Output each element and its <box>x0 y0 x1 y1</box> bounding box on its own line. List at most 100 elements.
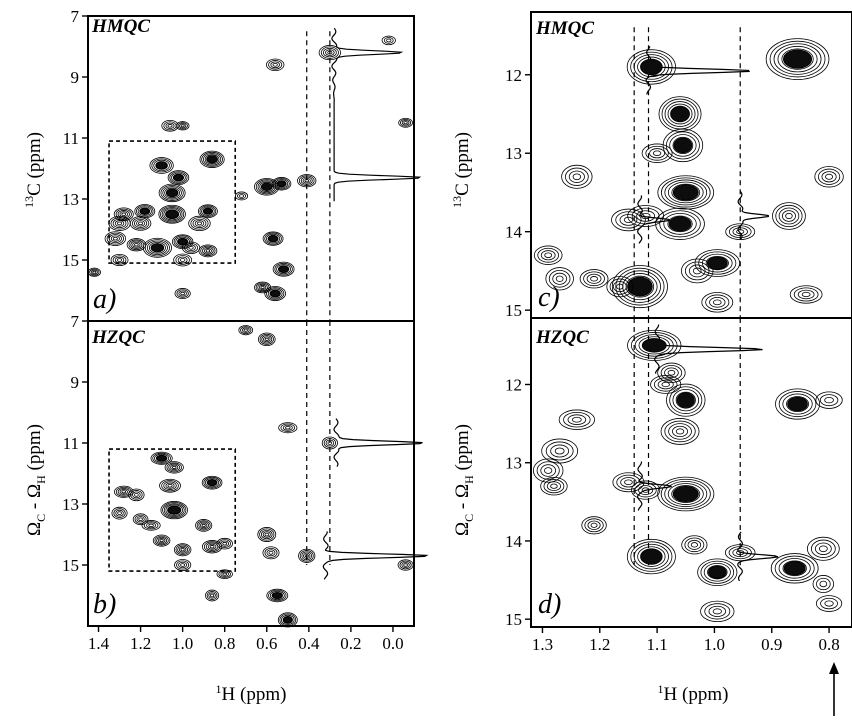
panel-b-y-axis-title-sub-h: H <box>34 475 48 484</box>
panel-d-x-tick-label: 0.8 <box>818 635 839 654</box>
panel-b-cross-peak <box>113 485 134 498</box>
panel-a-cross-peak <box>142 237 172 258</box>
panel-a-y-tick-label: 7 <box>71 7 80 26</box>
panel-a-label: a) <box>93 284 116 315</box>
panel-b-y-tick-label: 13 <box>62 495 79 514</box>
panel-b-y-tick-label: 15 <box>62 556 79 575</box>
panel-c-cross-peak <box>545 267 574 291</box>
panel-c-1d-slice-0 <box>645 46 751 95</box>
panel-b-y-axis-title-unit: (ppm) <box>24 424 45 475</box>
panel-d-y-tick-label: 14 <box>505 532 523 551</box>
panel-c-experiment-label: HMQC <box>535 18 594 39</box>
panel-c-cross-peak <box>725 223 756 241</box>
panel-c-cross-peak <box>606 275 634 298</box>
panel-c-y-axis-title: 13C (ppm) <box>450 132 473 208</box>
panel-a-y-axis: 7 9 11 13 15 <box>62 7 88 270</box>
panel-a-cross-peak <box>174 288 191 300</box>
panel-b-x-axis-title-superscript: 1 <box>216 682 222 696</box>
panel-d-x-tick-label: 1.2 <box>589 635 610 654</box>
panel-b-y-tick-label: 11 <box>63 434 79 453</box>
panel-a-cross-peak <box>167 170 190 185</box>
panel-b-experiment-label: HZQC <box>91 327 145 348</box>
panel-d-x-tick-label: 1.1 <box>646 635 667 654</box>
panel-d-1d-slice-2 <box>737 531 779 582</box>
panel-d-label: d) <box>538 589 561 620</box>
panel-a-cross-peak <box>149 157 174 174</box>
panel-d-cross-peak <box>775 388 821 420</box>
panel-a-zoom-region-box <box>108 140 237 264</box>
panel-c-plot-area <box>533 27 844 318</box>
panel-b-cross-peak <box>160 501 188 520</box>
panel-c-cross-peak <box>611 265 668 309</box>
panel-d-cross-peak <box>815 595 843 612</box>
panel-c-cross-peak <box>681 258 714 284</box>
panel-b-frame <box>87 320 415 627</box>
panel-a-cross-peak <box>265 58 285 72</box>
panel-b-zoom-region-box <box>108 448 237 572</box>
panel-c-cross-peak <box>627 205 665 227</box>
panel-a-cross-peak <box>199 150 225 168</box>
panel-b-x-axis-title: 1H (ppm) <box>216 682 287 705</box>
panel-c-cross-peak <box>533 245 563 265</box>
panel-b-cross-peak <box>257 527 277 542</box>
panel-c-cross-peak <box>814 166 844 188</box>
panel-d-y-axis-title-sub-h: H <box>462 475 476 484</box>
panel-d-cross-peak <box>650 375 682 394</box>
panel-b-y-axis-title: ΩC - ΩH (ppm) <box>24 424 48 536</box>
panel-b-y-tick-label: 7 <box>71 312 80 331</box>
panel-b-cross-peak <box>173 543 192 557</box>
panel-a-cross-peak <box>161 119 179 132</box>
panel-d-cross-peak <box>657 362 686 383</box>
panel-d-y-axis-title-unit: (ppm) <box>452 424 473 475</box>
panel-a-y-tick-label: 11 <box>63 129 79 148</box>
panel-a-cross-peak <box>104 231 127 246</box>
panel-c-cross-peak <box>655 207 705 240</box>
panel-a-y-axis-title-text: C (ppm) <box>24 132 45 196</box>
panel-c-y-tick-label: 12 <box>505 66 522 85</box>
panel-d-cross-peak <box>612 472 645 493</box>
panel-d-cross-peak <box>700 600 735 623</box>
panel-c-1d-slice-2 <box>737 191 770 240</box>
panel-d-frame <box>530 317 852 628</box>
panel-d-cross-peak <box>631 480 661 500</box>
panel-a-cross-peak <box>234 191 249 201</box>
panel-d-cross-peak <box>657 476 715 512</box>
panel-d-x-axis-title-superscript: 1 <box>658 682 664 696</box>
panel-c-cross-peak <box>579 269 609 289</box>
panel-b-cross-peak <box>216 537 233 550</box>
panel-b-cross-peak <box>238 325 254 336</box>
panel-c-y-axis: 12 13 14 15 <box>505 66 531 320</box>
panel-d-cross-peak <box>660 418 700 445</box>
panel-d-y-axis-title-sub-c: C <box>462 514 476 522</box>
panel-a-cross-peak <box>134 204 156 219</box>
panel-a-1d-slice-0 <box>331 27 422 202</box>
panel-b-x-tick-label: 0.2 <box>340 634 361 653</box>
panel-b-cross-peak <box>216 569 233 579</box>
panel-a-frame <box>87 15 415 322</box>
panel-b-1d-slice-0 <box>333 418 423 467</box>
panel-b-cross-peak <box>298 548 316 563</box>
panel-c-cross-peak <box>611 208 646 232</box>
panel-d-y-axis-title-omega-c: Ω <box>452 522 473 536</box>
panel-a-cross-peak <box>381 35 396 46</box>
panel-a-cross-peak <box>126 238 147 252</box>
panel-d-x-axis: 1.3 1.2 1.1 1.0 0.9 0.8 <box>532 627 840 654</box>
panel-d-cross-peak <box>770 553 819 584</box>
panel-b-y-tick-label: 9 <box>71 373 80 392</box>
panel-b-cross-peak <box>205 589 220 602</box>
panel-d: HZQC d) 12 13 14 15 1.3 1.2 1.1 1.0 0.9 0.8 ΩC -… <box>452 317 852 705</box>
panel-b-x-axis-title-text: H (ppm) <box>222 684 287 705</box>
panel-b-cross-peak <box>128 488 145 502</box>
panel-a-cross-peak <box>262 231 284 246</box>
panel-c-y-axis-title-text: C (ppm) <box>452 132 473 196</box>
panel-d-cross-peak <box>558 409 596 430</box>
panel-d-cross-peak <box>627 329 682 361</box>
panel-c-cross-peak <box>561 164 593 189</box>
panel-a-cross-peak <box>108 215 131 231</box>
panel-d-cross-peak <box>540 476 568 496</box>
panel-d-x-axis-title: 1H (ppm) <box>658 682 729 705</box>
panel-d-y-tick-label: 15 <box>505 610 522 629</box>
panel-b-x-tick-label: 0.8 <box>214 634 235 653</box>
